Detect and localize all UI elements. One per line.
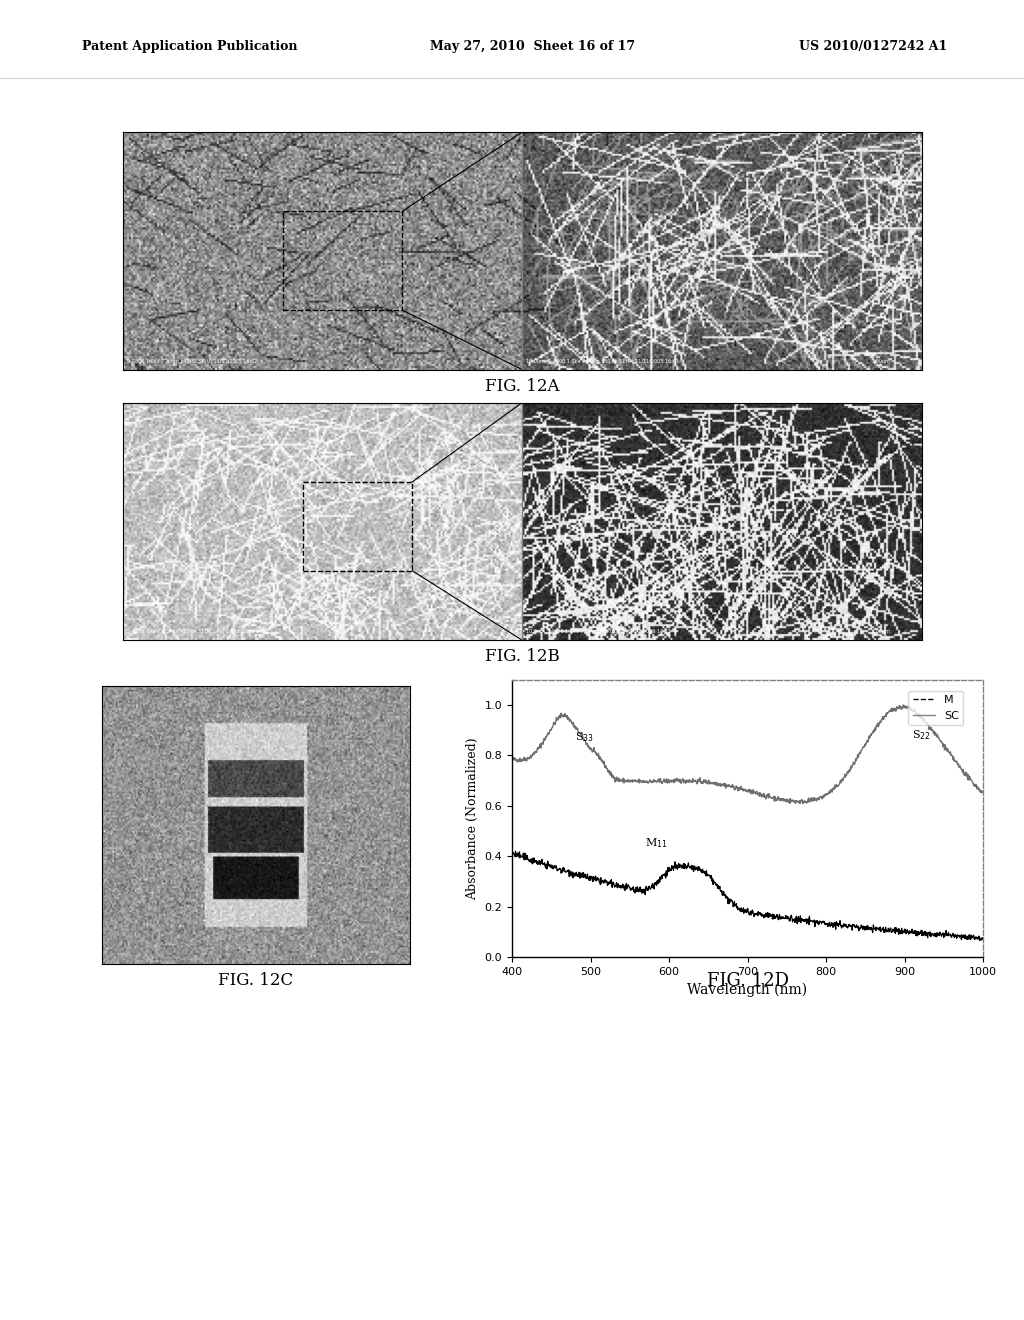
- SC: [897, 697, 909, 713]
- Text: 10.0um  S4600 1.0kV 7.7mm x40.0k SE(M) 3/7/2006 14:21: 10.0um S4600 1.0kV 7.7mm x40.0k SE(M) 3/…: [526, 630, 672, 634]
- SC: [665, 774, 677, 789]
- X-axis label: Wavelength (nm): Wavelength (nm): [687, 982, 808, 997]
- Legend: M, SC: M, SC: [908, 690, 964, 726]
- M: [754, 906, 766, 921]
- Bar: [283, 211, 402, 310]
- Text: M$_{11}$: M$_{11}$: [645, 836, 668, 850]
- M: [586, 870, 598, 886]
- Text: 1.00um: 1.00um: [871, 359, 891, 364]
- SC: [710, 777, 722, 793]
- Text: May 27, 2010  Sheet 16 of 17: May 27, 2010 Sheet 16 of 17: [430, 40, 635, 53]
- Text: FIG. 12B: FIG. 12B: [485, 648, 559, 665]
- Line: SC: SC: [512, 705, 983, 804]
- SC: [585, 741, 597, 756]
- Text: S$_{22}$: S$_{22}$: [912, 727, 931, 742]
- M: [509, 843, 521, 859]
- Y-axis label: Absorbance (Normalized): Absorbance (Normalized): [466, 737, 479, 900]
- Text: FIG. 12A: FIG. 12A: [485, 378, 559, 395]
- Line: M: M: [512, 851, 983, 940]
- SC: [754, 788, 766, 804]
- Text: US 2010/0127242 A1: US 2010/0127242 A1: [799, 40, 947, 53]
- Text: S$_{33}$: S$_{33}$: [574, 730, 594, 744]
- SC: [977, 783, 989, 799]
- M: [506, 845, 518, 861]
- M: [711, 878, 723, 894]
- Text: 10.0um  S-4800 1.0kV 7.8mm x50.0k SE(M) 11/11/2005 16:01: 10.0um S-4800 1.0kV 7.8mm x50.0k SE(M) 1…: [526, 359, 679, 364]
- Bar: [303, 482, 413, 570]
- Text: FIG. 12D: FIG. 12D: [707, 972, 788, 990]
- Text: FIG. 12C: FIG. 12C: [218, 972, 294, 989]
- SC: [568, 718, 581, 734]
- Text: 1.00um: 1.00um: [871, 630, 891, 634]
- SC: [506, 751, 518, 767]
- M: [764, 906, 776, 921]
- SC: [763, 789, 775, 805]
- SC: [797, 796, 809, 812]
- M: [977, 931, 989, 946]
- M: [974, 932, 986, 948]
- Text: S-4800 1.0kV 9.3mm x5.00k SE(M_LA9) 12/13/2005 10:33: S-4800 1.0kV 9.3mm x5.00k SE(M_LA9) 12/1…: [127, 628, 269, 634]
- Text: Patent Application Publication: Patent Application Publication: [82, 40, 297, 53]
- M: [665, 862, 677, 878]
- M: [568, 866, 581, 882]
- Text: S-4800 1.0kV 7.8mm x4.03k SE(U) 11/11/2005 16:02: S-4800 1.0kV 7.8mm x4.03k SE(U) 11/11/20…: [127, 359, 257, 364]
